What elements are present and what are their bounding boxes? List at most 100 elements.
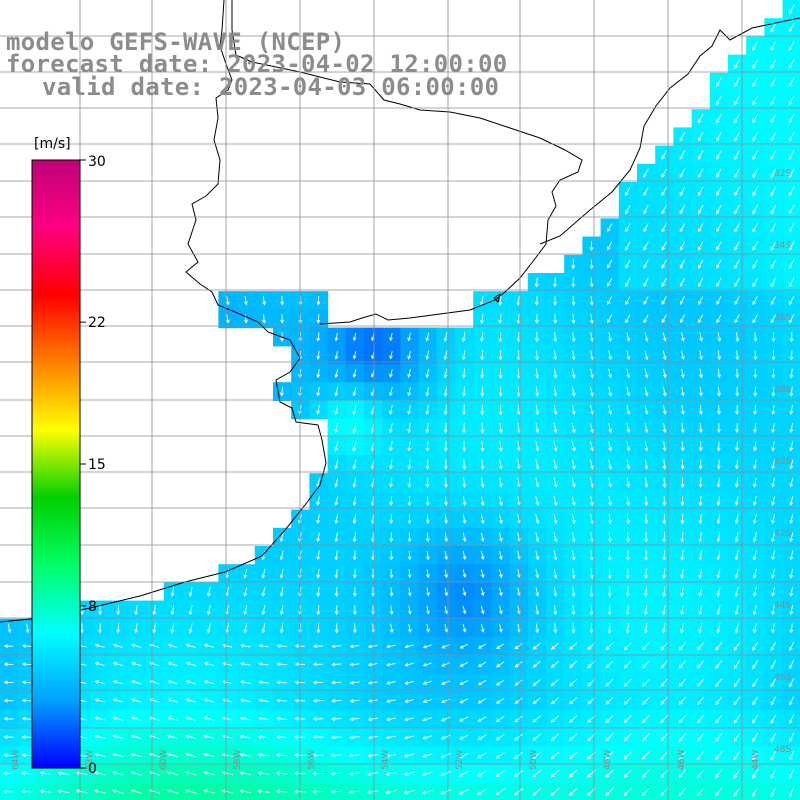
wind-arrow — [752, 296, 758, 306]
wind-arrow — [789, 568, 794, 579]
wind-arrow — [534, 295, 539, 306]
wind-arrow — [459, 698, 469, 704]
wind-arrow — [352, 514, 357, 525]
wind-arrow — [422, 717, 433, 722]
wind-arrow — [535, 386, 540, 397]
wind-arrow — [316, 568, 321, 579]
wind-arrow — [112, 752, 124, 758]
wind-arrow — [788, 241, 795, 251]
wind-arrow — [717, 332, 722, 343]
wind-arrow — [716, 241, 722, 251]
wind-arrow — [589, 350, 594, 361]
wind-arrow — [185, 734, 197, 740]
wind-arrow — [589, 404, 594, 415]
wind-arrow — [788, 786, 795, 798]
latitude-label: 40S — [774, 457, 791, 467]
wind-arrow — [188, 586, 193, 597]
wind-arrow — [444, 514, 449, 525]
wind-arrow — [735, 386, 740, 397]
colorbar-gradient — [31, 159, 81, 769]
wind-arrow — [188, 623, 193, 634]
wind-arrow — [680, 386, 685, 397]
wind-arrow — [553, 513, 558, 525]
wind-arrow — [535, 495, 540, 507]
wind-arrow — [134, 605, 139, 616]
wind-arrow — [94, 716, 106, 721]
wind-arrow — [407, 332, 412, 342]
wind-arrow — [605, 733, 614, 742]
wind-arrow — [80, 623, 84, 634]
wind-arrow — [698, 550, 703, 561]
wind-arrow — [514, 661, 523, 668]
wind-arrow — [789, 586, 794, 597]
wind-arrow — [21, 698, 32, 703]
wind-arrow — [331, 698, 342, 703]
wind-arrow — [644, 477, 649, 488]
wind-arrow — [331, 662, 342, 667]
wind-arrow — [498, 532, 503, 543]
wind-arrow — [462, 495, 467, 507]
wind-arrow — [770, 40, 777, 51]
wind-arrow — [535, 459, 540, 470]
wind-arrow — [130, 661, 142, 667]
wind-arrow — [680, 404, 685, 415]
wind-arrow — [312, 753, 324, 758]
wind-arrow — [261, 623, 266, 634]
wind-arrow — [734, 550, 739, 561]
longitude-label: 58W — [233, 750, 243, 770]
wind-arrow — [642, 642, 650, 651]
wind-arrow — [443, 422, 448, 434]
wind-arrow — [458, 788, 469, 795]
wind-arrow — [678, 733, 687, 742]
wind-arrow — [771, 368, 776, 379]
wind-arrow — [550, 733, 559, 741]
wind-arrow — [716, 77, 722, 88]
wind-arrow — [644, 550, 648, 561]
wind-arrow — [170, 623, 175, 634]
wind-arrow — [642, 678, 650, 687]
wind-arrow — [403, 753, 415, 758]
wind-arrow — [367, 644, 378, 649]
wind-arrow — [334, 532, 339, 543]
wind-arrow — [608, 332, 613, 343]
wind-arrow — [770, 296, 777, 306]
wind-arrow — [532, 679, 541, 686]
wind-arrow — [678, 769, 687, 779]
wind-arrow — [607, 586, 612, 598]
wind-arrow — [131, 679, 142, 685]
wind-arrow — [243, 605, 248, 616]
wind-arrow — [717, 386, 722, 397]
wind-arrow — [276, 662, 287, 667]
wind-arrow — [349, 644, 360, 649]
wind-arrow — [698, 441, 703, 452]
wind-arrow — [203, 734, 215, 739]
wind-arrow — [571, 604, 576, 616]
wind-arrow — [499, 514, 503, 525]
wind-arrow — [349, 680, 360, 685]
wind-arrow — [679, 259, 686, 269]
wind-arrow — [752, 204, 758, 215]
longitude-label: 50W — [529, 750, 539, 770]
wind-arrow — [262, 295, 267, 306]
wind-arrow — [75, 789, 88, 794]
wind-arrow — [426, 605, 430, 615]
wind-arrow — [789, 550, 794, 561]
wind-arrow — [185, 698, 196, 703]
wind-arrow — [348, 753, 360, 758]
wind-arrow — [698, 568, 703, 579]
wind-arrow — [496, 679, 505, 686]
wind-arrow — [93, 770, 106, 776]
wind-arrow — [789, 660, 795, 670]
wind-arrow — [389, 387, 393, 397]
wind-arrow — [589, 313, 594, 324]
wind-arrow — [352, 351, 357, 360]
wind-arrow — [386, 662, 396, 667]
wind-arrow — [21, 734, 33, 739]
wind-arrow — [661, 277, 667, 288]
wind-arrow — [716, 604, 721, 616]
wind-arrow — [698, 423, 703, 434]
longitude-label: 48W — [603, 750, 613, 770]
wind-arrow — [426, 623, 430, 633]
wind-arrow — [716, 586, 721, 598]
wind-arrow — [477, 716, 487, 722]
